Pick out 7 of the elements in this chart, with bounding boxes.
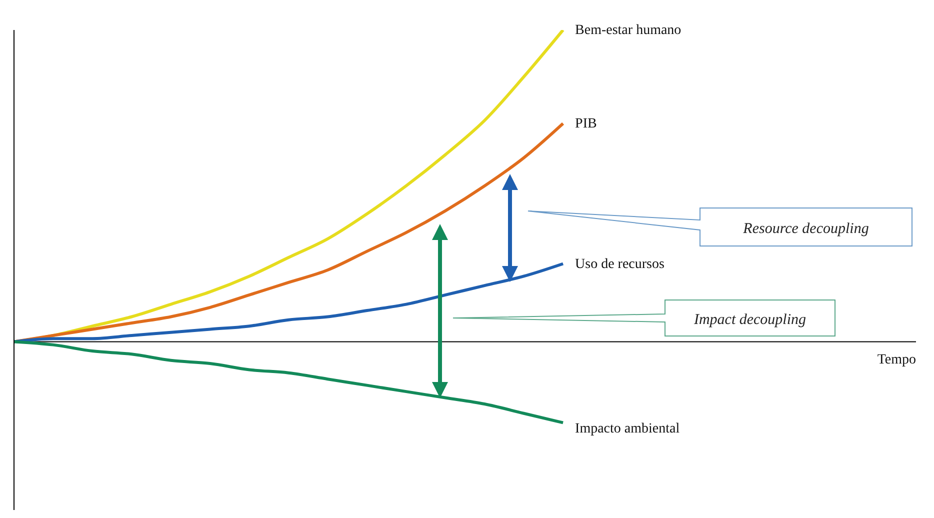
series-label: Impacto ambiental <box>575 422 680 437</box>
x-axis-title: Tempo <box>877 352 916 368</box>
annotation: Resource decoupling <box>742 221 870 237</box>
series-label: Uso de recursos <box>575 256 664 272</box>
series-label: PIB <box>575 116 597 132</box>
series-label: Bem-estar humano <box>575 23 682 38</box>
annotation: Impact decoupling <box>692 312 807 328</box>
